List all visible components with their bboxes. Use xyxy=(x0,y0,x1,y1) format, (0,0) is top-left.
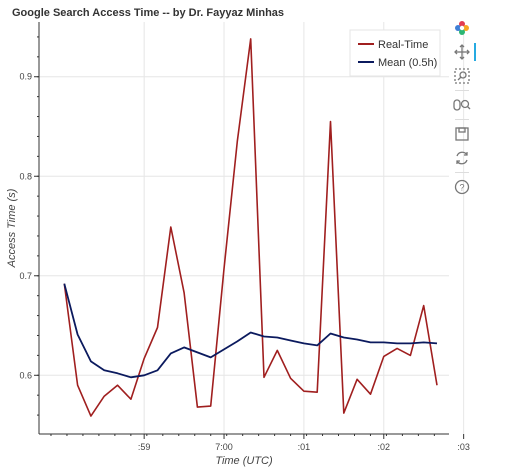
chart-title: Google Search Access Time -- by Dr. Fayy… xyxy=(12,7,284,19)
y-tick-label: 0.6 xyxy=(19,370,32,380)
y-tick-label: 0.9 xyxy=(19,72,32,82)
series-line-mean xyxy=(63,283,438,379)
legend-label-real-time: Real-Time xyxy=(378,39,428,51)
toolbar-separator xyxy=(455,119,469,120)
x-ticks: :59 7:00 :01 :02 :03 xyxy=(50,434,470,452)
series-line-real-time xyxy=(63,38,438,417)
plot-lines xyxy=(63,38,438,417)
x-tick-label: :03 xyxy=(457,442,470,452)
pan-icon[interactable] xyxy=(452,42,476,62)
toolbar-separator xyxy=(455,172,469,173)
y-tick-label: 0.7 xyxy=(19,271,32,281)
help-icon[interactable]: ? xyxy=(452,177,472,197)
x-tick-label: :59 xyxy=(138,442,151,452)
box-zoom-icon[interactable] xyxy=(452,66,472,86)
axes xyxy=(38,22,449,435)
reset-icon[interactable] xyxy=(452,148,472,168)
legend: Real-Time Mean (0.5h) xyxy=(349,29,441,77)
y-ticks: 0.6 0.7 0.8 0.9 xyxy=(19,36,39,416)
save-icon[interactable] xyxy=(452,124,472,144)
bokeh-logo-icon[interactable] xyxy=(452,18,472,38)
chart-toolbar: ? xyxy=(450,16,476,199)
x-tick-label: 7:00 xyxy=(215,442,233,452)
grid xyxy=(39,22,465,434)
x-axis-label: Time (UTC) xyxy=(215,455,273,467)
legend-box xyxy=(349,29,441,77)
wheel-zoom-icon[interactable] xyxy=(452,95,472,115)
x-tick-label: :02 xyxy=(378,442,391,452)
svg-text:?: ? xyxy=(459,183,464,193)
x-tick-label: :01 xyxy=(298,442,311,452)
y-axis-label: Access Time (s) xyxy=(6,188,18,268)
toolbar-separator xyxy=(455,90,469,91)
y-tick-label: 0.8 xyxy=(19,171,32,181)
legend-label-mean: Mean (0.5h) xyxy=(378,57,437,69)
